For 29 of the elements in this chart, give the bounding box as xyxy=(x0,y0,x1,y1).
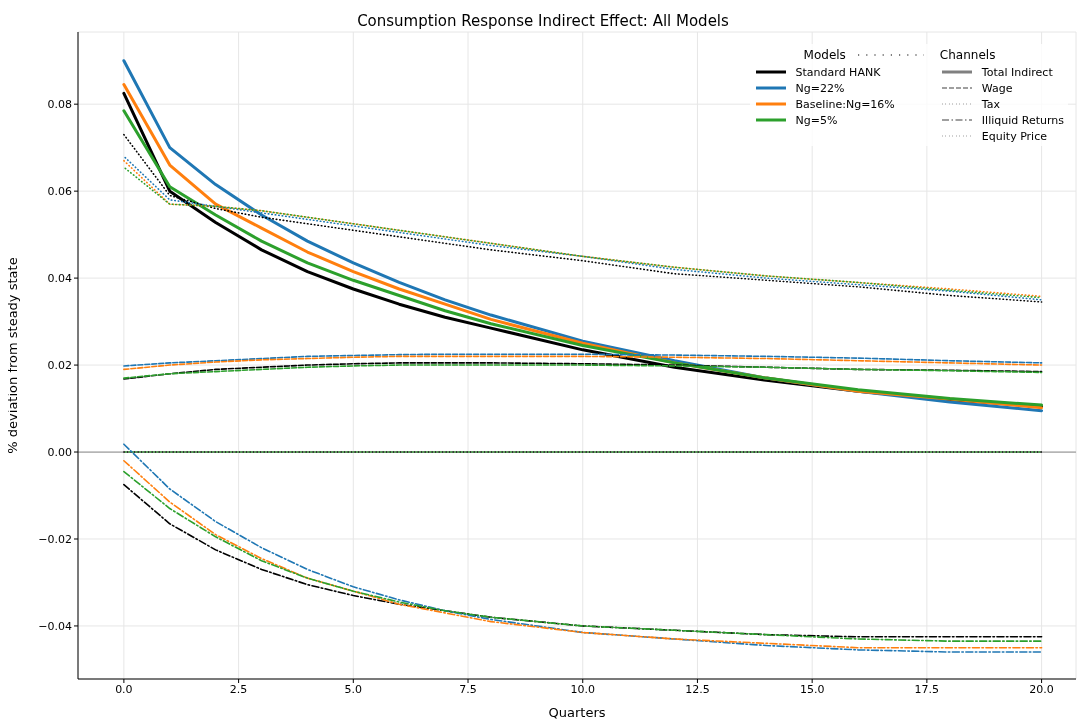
y-tick-label: 0.02 xyxy=(47,358,72,372)
x-tick-label: 5.0 xyxy=(344,682,363,696)
y-tick-label: 0.06 xyxy=(47,185,72,199)
annotation: Equity Price xyxy=(981,129,1047,143)
x-tick-label: 20.0 xyxy=(1029,682,1054,696)
legend-label: Standard HANK xyxy=(795,65,881,79)
annotation: Total Indirect xyxy=(981,65,1053,79)
legend-title: Models xyxy=(803,48,846,62)
x-tick-label: 7.5 xyxy=(459,682,477,696)
y-tick-label: 0.04 xyxy=(47,272,72,286)
annotation: Illiquid Returns xyxy=(981,113,1064,127)
annotation: Tax xyxy=(981,97,1001,111)
x-axis-title: Quarters xyxy=(548,705,606,719)
y-tick-label: 0.08 xyxy=(47,98,72,112)
y-tick-label: 0.00 xyxy=(47,445,72,459)
chart-title: Consumption Response Indirect Effect: All Models xyxy=(356,12,730,30)
y-tick-label: −0.04 xyxy=(38,619,72,633)
x-tick-label: 10.0 xyxy=(570,682,595,696)
legend-label: Ng=5% xyxy=(795,113,838,127)
x-tick-label: 2.5 xyxy=(229,682,248,696)
x-tick-label: 12.5 xyxy=(685,682,710,696)
annotation: Wage xyxy=(981,81,1013,95)
x-tick-label: 0.0 xyxy=(115,682,133,696)
x-tick-label: 17.5 xyxy=(914,682,940,696)
legend-label: Baseline:Ng=16% xyxy=(795,97,895,111)
y-tick-label: −0.02 xyxy=(38,532,72,546)
annotation: Channels xyxy=(939,47,997,64)
legend-label: Ng=22% xyxy=(795,81,845,95)
x-tick-label: 15.0 xyxy=(799,682,825,696)
